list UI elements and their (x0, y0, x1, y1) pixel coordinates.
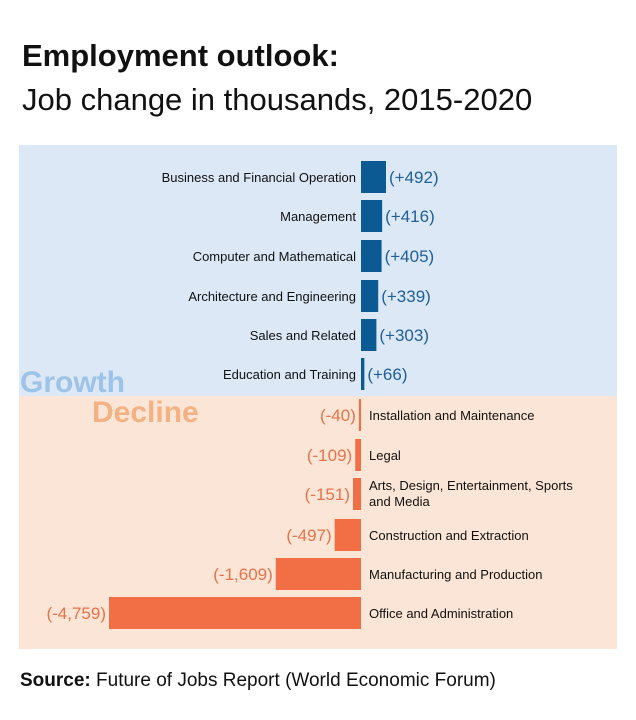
decline-bar (109, 597, 361, 629)
growth-value-label: (+339) (381, 287, 431, 306)
source-note: Source: Future of Jobs Report (World Eco… (20, 670, 496, 692)
growth-value-label: (+303) (379, 326, 429, 345)
growth-value-label: (+416) (385, 207, 435, 226)
decline-category-label: Construction and Extraction (369, 528, 529, 543)
growth-bar (361, 358, 365, 390)
growth-bar (361, 240, 382, 272)
growth-value-label: (+405) (385, 247, 435, 266)
growth-category-label: Computer and Mathematical (193, 249, 356, 264)
decline-bar (353, 478, 361, 510)
growth-value-label: (+66) (367, 365, 407, 384)
growth-background (19, 145, 617, 396)
growth-category-label: Education and Training (223, 367, 356, 382)
growth-section-label: Growth (20, 366, 125, 399)
growth-category-label: Architecture and Engineering (188, 289, 356, 304)
chart-subtitle: Job change in thousands, 2015-2020 (22, 82, 533, 117)
decline-bar (334, 519, 361, 551)
decline-value-label: (-497) (286, 526, 331, 545)
decline-category-label: Office and Administration (369, 606, 513, 621)
decline-section-label: Decline (92, 396, 199, 429)
decline-category-label: Legal (369, 448, 401, 463)
growth-bar (361, 200, 383, 232)
growth-bar (361, 319, 377, 351)
decline-category-label-line: and Media (369, 494, 430, 509)
source-label: Source: (20, 670, 91, 691)
decline-category-label-line: Arts, Design, Entertainment, Sports (369, 478, 573, 493)
growth-category-label: Business and Financial Operation (162, 170, 356, 185)
source-text: Future of Jobs Report (World Economic Fo… (96, 670, 496, 691)
growth-value-label: (+492) (389, 168, 439, 187)
decline-category-label: Installation and Maintenance (369, 408, 535, 423)
decline-value-label: (-109) (307, 446, 352, 465)
decline-category-label: Arts, Design, Entertainment, Sports and M… (369, 478, 573, 509)
decline-value-label: (-40) (320, 406, 356, 425)
decline-category-label: Manufacturing and Production (369, 567, 542, 582)
decline-value-label: (-4,759) (46, 604, 106, 623)
decline-value-label: (-151) (305, 485, 350, 504)
decline-bar (358, 399, 361, 431)
chart-title: Employment outlook: (22, 38, 339, 73)
growth-category-label: Sales and Related (250, 328, 356, 343)
growth-bar (361, 161, 386, 193)
growth-bar (361, 280, 379, 312)
decline-value-label: (-1,609) (213, 565, 273, 584)
decline-bar (355, 439, 361, 471)
growth-category-label: Management (280, 209, 356, 224)
decline-bar (275, 558, 361, 590)
